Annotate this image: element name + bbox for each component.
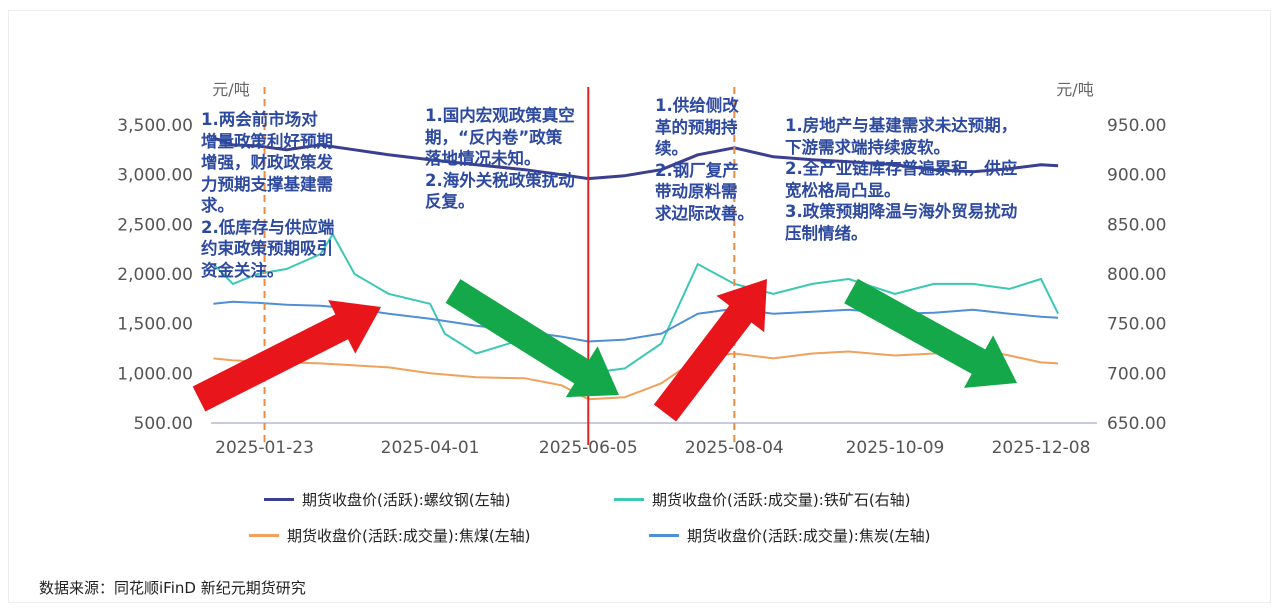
red-up-arrow [192,300,381,412]
left-axis-unit: 元/吨 [212,80,249,99]
left-axis-tick: 3,500.00 [117,116,193,136]
legend-swatch [249,534,279,537]
right-axis-tick: 900.00 [1107,166,1166,186]
legend-swatch [264,498,294,501]
legend-item-coking-coal: 期货收盘价(活跃:成交量):焦煤(左轴) [249,525,531,546]
series-line [213,300,1059,343]
right-axis-tick: 650.00 [1107,414,1166,434]
right-axis-unit: 元/吨 [1056,80,1093,99]
legend-item-rebar: 期货收盘价(活跃):螺纹钢(左轴) [264,489,510,510]
chart-card: 元/吨 元/吨 3,500.00 3,000.00 2,500.00 2,000.00 1,… [8,10,1271,603]
legend-item-iron-ore: 期货收盘价(活跃:成交量):铁矿石(右轴) [614,489,911,510]
legend-label: 期货收盘价(活跃):螺纹钢(左轴) [302,491,511,509]
right-axis-tick: 700.00 [1107,364,1166,384]
series-line [213,347,1059,401]
right-axis-tick: 800.00 [1107,265,1166,285]
annotation-period-3: 1.供给侧改 革的预期持 续。 2.钢厂复产 带动原料需 求边际改善。 [655,96,754,223]
green-down-arrow [445,279,619,398]
data-source: 数据来源：同花顺iFinD 新纪元期货研究 [39,579,306,597]
left-axis-tick: 1,000.00 [117,364,193,384]
legend-item-coke: 期货收盘价(活跃:成交量):焦炭(左轴) [649,525,931,546]
green-down-arrow [844,278,1017,388]
x-axis-tick: 2025-10-09 [846,438,945,458]
series-line [212,136,1059,181]
right-axis-tick: 850.00 [1107,215,1166,235]
x-axis-tick: 2025-12-08 [992,438,1091,458]
annotation-period-4: 1.房地产与基建需求未达预期， 下游需求端持续疲软。 2.全产业链库存普遍累积，… [785,116,1018,243]
x-axis-tick: 2025-08-04 [685,438,784,458]
x-axis-tick: 2025-04-01 [381,438,480,458]
legend-swatch [649,534,679,537]
legend-label: 期货收盘价(活跃:成交量):焦煤(左轴) [287,527,531,545]
right-axis-tick: 750.00 [1107,315,1166,335]
legend-swatch [614,498,644,501]
x-axis-tick: 2025-06-05 [539,438,638,458]
futures-price-chart: 元/吨 元/吨 3,500.00 3,000.00 2,500.00 2,000.00 1,… [117,80,1166,458]
right-axis-tick: 950.00 [1107,116,1166,136]
x-axis-tick: 2025-01-23 [215,438,314,458]
left-axis-tick: 500.00 [134,414,193,434]
left-axis-tick: 1,500.00 [117,315,193,335]
legend-label: 期货收盘价(活跃:成交量):铁矿石(右轴) [652,491,911,509]
red-up-arrow [653,279,767,422]
annotation-period-2: 1.国内宏观政策真空 期，“反内卷”政策 落地情况未知。 2.海外关税政策扰动 … [425,106,575,211]
legend-label: 期货收盘价(活跃:成交量):焦炭(左轴) [687,527,931,545]
left-axis-tick: 2,000.00 [117,265,193,285]
left-axis-tick: 2,500.00 [117,215,193,235]
annotation-period-1: 1.两会前市场对 增量政策利好预期 增强，财政政策发 力预期支撑基建需 求。 2… [201,110,335,280]
left-axis-tick: 3,000.00 [117,166,193,186]
